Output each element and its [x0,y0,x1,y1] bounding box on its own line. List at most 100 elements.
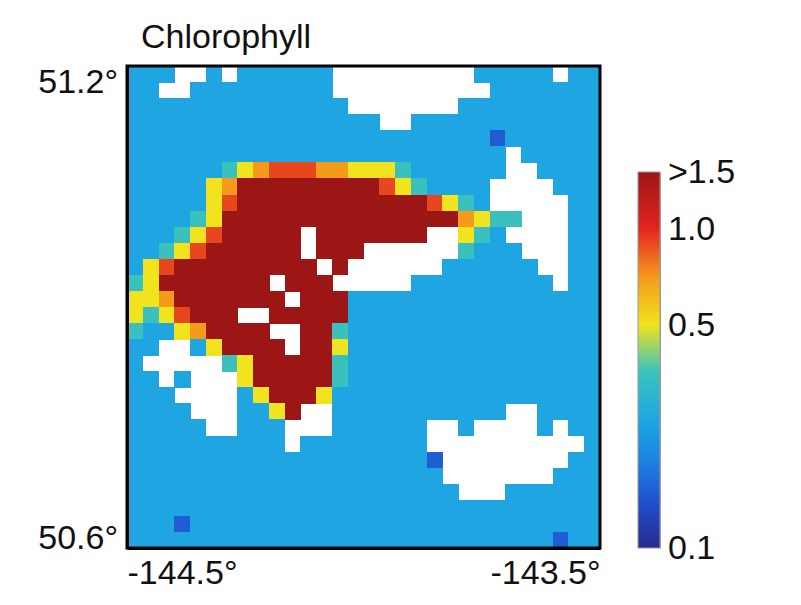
cell [253,516,269,533]
cell [458,371,474,388]
cell [253,259,269,276]
cell [584,403,600,420]
cell [442,130,458,147]
cell [505,82,521,99]
cell [316,500,332,517]
cell [222,146,238,163]
cell [253,195,269,212]
cell [427,452,443,469]
cell [222,114,238,131]
cell [490,82,506,99]
cell [458,195,474,212]
cell [143,387,159,404]
cell [332,484,348,501]
cell [127,452,143,469]
cell [442,387,458,404]
cell [222,82,238,99]
cell [553,371,569,388]
cell [584,323,600,340]
cell [285,114,301,131]
cell [537,275,553,292]
cell [379,227,395,244]
cell [143,195,159,212]
cell [222,500,238,517]
cell [490,114,506,131]
cell [190,82,206,99]
cell [127,484,143,501]
cell [411,468,427,485]
cell [553,387,569,404]
cell [348,355,364,372]
cell [379,500,395,517]
cell [584,275,600,292]
cell [159,516,175,533]
cell [458,275,474,292]
cell [379,371,395,388]
cell [237,130,253,147]
cell [159,130,175,147]
cell [474,227,490,244]
cell [442,162,458,179]
cell [206,339,222,356]
cell [364,403,380,420]
cell [521,339,537,356]
cell [269,500,285,517]
cell [127,403,143,420]
cell [159,162,175,179]
colorbar-tick: 0.5 [660,305,715,343]
cell [332,146,348,163]
cell [222,195,238,212]
cell [285,130,301,147]
cell [553,339,569,356]
cell [285,227,301,244]
cell [332,516,348,533]
cell [348,178,364,195]
cell [568,307,584,324]
cell [253,419,269,436]
cell [174,323,190,340]
cell [222,98,238,115]
cell [395,403,411,420]
cell [348,307,364,324]
cell [505,211,521,228]
cell [159,227,175,244]
cell [316,307,332,324]
cell [411,403,427,420]
cell [584,243,600,260]
cell [300,436,316,453]
cell [127,500,143,517]
cell [474,243,490,260]
cell [127,162,143,179]
cell [568,323,584,340]
cell [521,532,537,548]
cell [521,355,537,372]
cell [427,532,443,548]
cell [395,452,411,469]
cell [411,211,427,228]
cell [316,243,332,260]
cell [269,339,285,356]
cell [174,500,190,517]
cell [222,339,238,356]
cell [427,484,443,501]
cell [174,275,190,292]
cell [379,452,395,469]
cell [237,162,253,179]
cell [348,227,364,244]
cell [127,323,143,340]
cell [190,436,206,453]
cell [348,114,364,131]
cell [490,371,506,388]
x-axis: -144.5°-143.5° [128,548,601,591]
cell [285,532,301,548]
cell [427,371,443,388]
cell [537,114,553,131]
cell [174,452,190,469]
cell [505,98,521,115]
cell [316,66,332,83]
cell [379,532,395,548]
cell [537,146,553,163]
cell [568,211,584,228]
cell [253,323,269,340]
cell [458,500,474,517]
